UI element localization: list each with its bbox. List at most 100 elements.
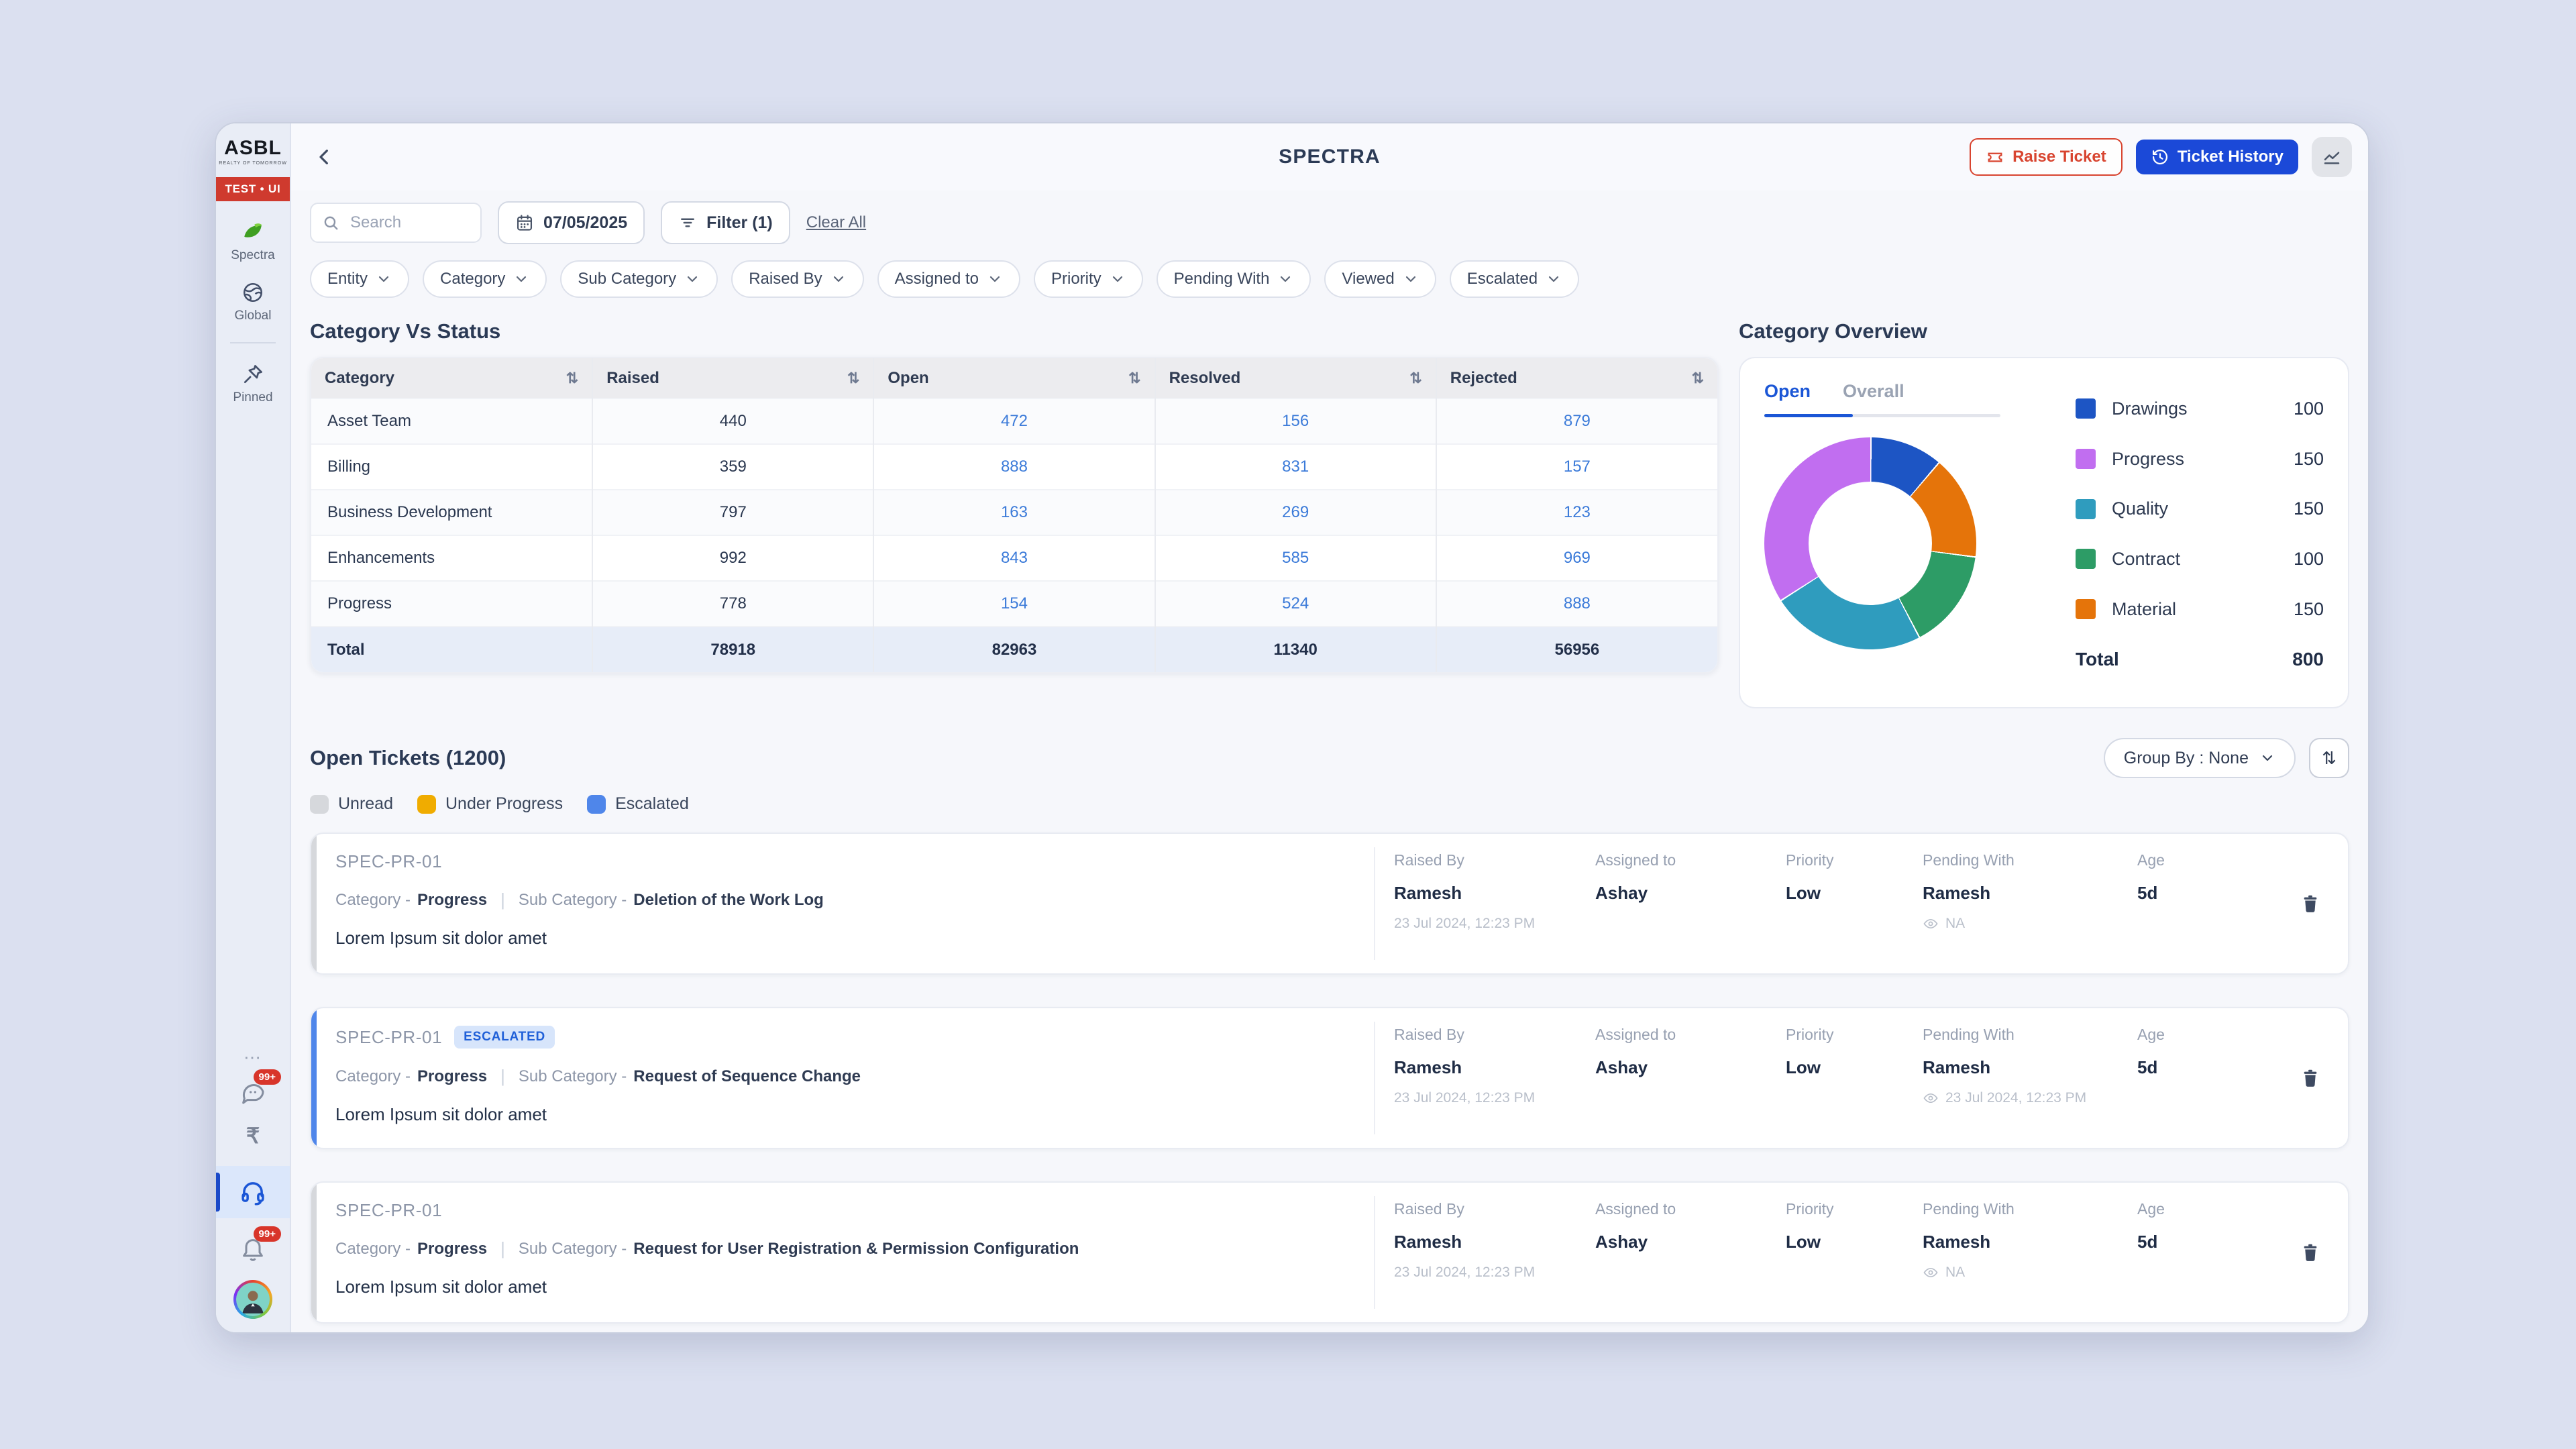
cell-rejected[interactable]: 879 xyxy=(1435,398,1717,444)
filter-chip-sub-category[interactable]: Sub Category xyxy=(560,260,718,298)
trash-icon xyxy=(2304,1244,2317,1261)
field-label: Age xyxy=(2137,851,2165,869)
more-icon[interactable]: ⋯ xyxy=(244,1047,262,1067)
sort-icon[interactable]: ⇅ xyxy=(1128,369,1141,386)
cell-resolved[interactable]: 524 xyxy=(1154,580,1436,627)
cell-open[interactable]: 888 xyxy=(873,443,1155,490)
ticket-card[interactable]: SPEC-PR-01 Category - Progress | Sub Categor… xyxy=(310,833,2349,975)
filter-button[interactable]: Filter (1) xyxy=(661,201,790,244)
open-tickets-title: Open Tickets (1200) xyxy=(310,746,506,769)
ticket-meta: Raised By Ramesh 23 Jul 2024, 12:23 PM Assi… xyxy=(1374,1022,2348,1134)
leaf-icon xyxy=(241,220,265,244)
category-overview-section: Category Overview Open Overall Drawings xyxy=(1739,319,2349,708)
count-link[interactable]: 156 xyxy=(1282,412,1309,430)
count-link[interactable]: 879 xyxy=(1563,412,1591,430)
count-link[interactable]: 269 xyxy=(1282,503,1309,521)
logo-text: ASBL xyxy=(224,137,282,159)
group-by-dropdown[interactable]: Group By : None xyxy=(2103,738,2296,778)
field-label: Priority xyxy=(1786,1200,1834,1218)
cell-resolved[interactable]: 585 xyxy=(1154,535,1436,581)
delete-ticket-button[interactable] xyxy=(2300,1242,2321,1263)
clear-all-link[interactable]: Clear All xyxy=(806,213,867,231)
cell-open[interactable]: 472 xyxy=(873,398,1155,444)
sort-icon[interactable]: ⇅ xyxy=(1691,369,1704,386)
cell-resolved[interactable]: 156 xyxy=(1154,398,1436,444)
cell-resolved[interactable]: 831 xyxy=(1154,443,1436,490)
delete-ticket-button[interactable] xyxy=(2300,1067,2321,1089)
count-link[interactable]: 163 xyxy=(1000,503,1028,521)
count-link[interactable]: 969 xyxy=(1563,549,1591,567)
filter-chip-viewed[interactable]: Viewed xyxy=(1324,260,1436,298)
chevron-down-icon xyxy=(376,271,392,287)
sort-tickets-button[interactable]: ⇅ xyxy=(2309,738,2349,778)
field-value: Ramesh xyxy=(1394,883,1462,903)
field-value: Ramesh xyxy=(1394,1057,1462,1077)
ticket-field-pending-with: Pending With Ramesh NA xyxy=(1923,1196,2137,1309)
field-label: Pending With xyxy=(1923,1026,2015,1043)
tab-overall[interactable]: Overall xyxy=(1843,381,1904,401)
ticket-history-button[interactable]: Ticket History xyxy=(2135,140,2298,174)
ticket-category-row: Category - Progress | Sub Category - Request… xyxy=(335,1238,1374,1259)
count-link[interactable]: 524 xyxy=(1282,594,1309,612)
search-input[interactable] xyxy=(347,212,470,233)
count-link[interactable]: 123 xyxy=(1563,503,1591,521)
chevron-down-icon xyxy=(2262,755,2273,761)
count-link[interactable]: 472 xyxy=(1000,412,1028,430)
sidebar-item-spectra[interactable]: Spectra xyxy=(216,220,290,263)
sidebar-item-support-active[interactable] xyxy=(216,1166,290,1218)
search-box xyxy=(310,203,482,243)
group-by-label: Group By : None xyxy=(2123,748,2249,767)
sort-icon[interactable]: ⇅ xyxy=(847,369,860,386)
donut-hole xyxy=(1809,482,1932,605)
count-link[interactable]: 831 xyxy=(1282,458,1309,476)
table-row: Billing 359 888 831 157 xyxy=(311,443,1717,490)
field-sub: NA xyxy=(1923,1265,2137,1281)
table-row: Business Development 797 163 269 123 xyxy=(311,489,1717,535)
cell-rejected[interactable]: 123 xyxy=(1435,489,1717,535)
cell-rejected[interactable]: 969 xyxy=(1435,535,1717,581)
count-link[interactable]: 888 xyxy=(1563,594,1591,612)
filter-chip-entity[interactable]: Entity xyxy=(310,260,410,298)
legend-item-material: Material 150 xyxy=(2076,584,2324,635)
field-label: Assigned to xyxy=(1595,1200,1676,1218)
count-link[interactable]: 154 xyxy=(1000,594,1028,612)
delete-ticket-button[interactable] xyxy=(2300,893,2321,914)
filter-chip-escalated[interactable]: Escalated xyxy=(1449,260,1580,298)
back-button[interactable] xyxy=(307,140,342,174)
sidebar-item-global[interactable]: Global xyxy=(216,280,290,323)
bell-icon[interactable]: 99+ xyxy=(239,1226,281,1263)
cell-rejected[interactable]: 888 xyxy=(1435,580,1717,627)
filter-chip-category[interactable]: Category xyxy=(423,260,547,298)
count-link[interactable]: 888 xyxy=(1000,458,1028,476)
eye-icon xyxy=(1923,918,1938,929)
cell-open[interactable]: 154 xyxy=(873,580,1155,627)
analytics-button[interactable] xyxy=(2312,137,2352,177)
count-link[interactable]: 585 xyxy=(1282,549,1309,567)
ticket-card[interactable]: SPEC-PR-01 ESCALATED Category - Progress | Su… xyxy=(310,1007,2349,1149)
cell-category: Progress xyxy=(311,580,593,627)
cell-open[interactable]: 843 xyxy=(873,535,1155,581)
cell-raised: 797 xyxy=(592,489,874,535)
raise-ticket-button[interactable]: Raise Ticket xyxy=(1970,138,2123,176)
legend-item-progress: Progress 150 xyxy=(2076,434,2324,484)
user-avatar[interactable] xyxy=(233,1280,272,1319)
field-sub: 23 Jul 2024, 12:23 PM xyxy=(1923,1090,2137,1106)
count-link[interactable]: 843 xyxy=(1000,549,1028,567)
tab-open[interactable]: Open xyxy=(1764,381,1811,401)
sort-icon[interactable]: ⇅ xyxy=(566,369,579,386)
filter-chip-assigned-to[interactable]: Assigned to xyxy=(877,260,1020,298)
rupee-icon[interactable]: ₹ xyxy=(246,1124,260,1148)
cell-resolved[interactable]: 269 xyxy=(1154,489,1436,535)
ticket-card[interactable]: SPEC-PR-01 Category - Progress | Sub Categor… xyxy=(310,1181,2349,1324)
chat-icon[interactable]: 99+ xyxy=(239,1069,281,1106)
filter-chip-pending-with[interactable]: Pending With xyxy=(1156,260,1311,298)
sidebar-item-pinned[interactable]: Pinned xyxy=(216,362,290,405)
filter-chip-priority[interactable]: Priority xyxy=(1034,260,1143,298)
date-picker-button[interactable]: 07/05/2025 xyxy=(498,201,645,244)
filter-chip-raised-by[interactable]: Raised By xyxy=(731,260,864,298)
history-icon xyxy=(2152,150,2167,165)
cell-open[interactable]: 163 xyxy=(873,489,1155,535)
count-link[interactable]: 157 xyxy=(1563,458,1591,476)
cell-rejected[interactable]: 157 xyxy=(1435,443,1717,490)
sort-icon[interactable]: ⇅ xyxy=(1409,369,1422,386)
